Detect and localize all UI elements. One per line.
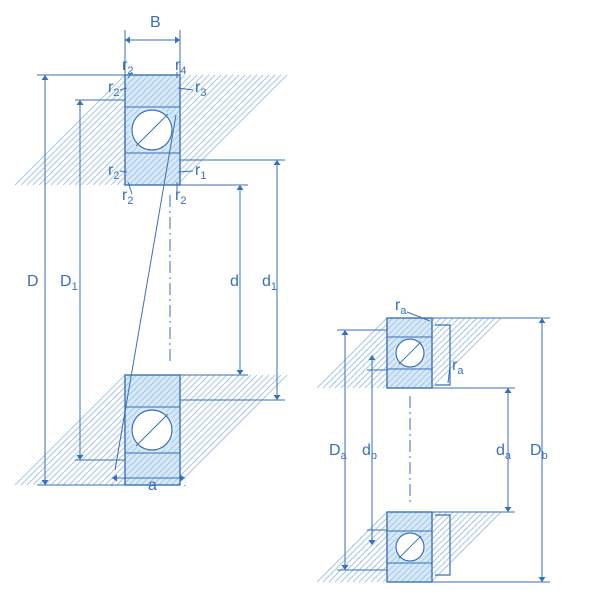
bearing-diagram: Br2r4r2r3r2r1r2r2DD1dd1araraDadbdaDb — [0, 0, 600, 600]
label-d: d — [230, 273, 239, 290]
label-D: D — [27, 273, 39, 290]
label-B: B — [150, 14, 161, 31]
label-a: a — [148, 477, 157, 494]
